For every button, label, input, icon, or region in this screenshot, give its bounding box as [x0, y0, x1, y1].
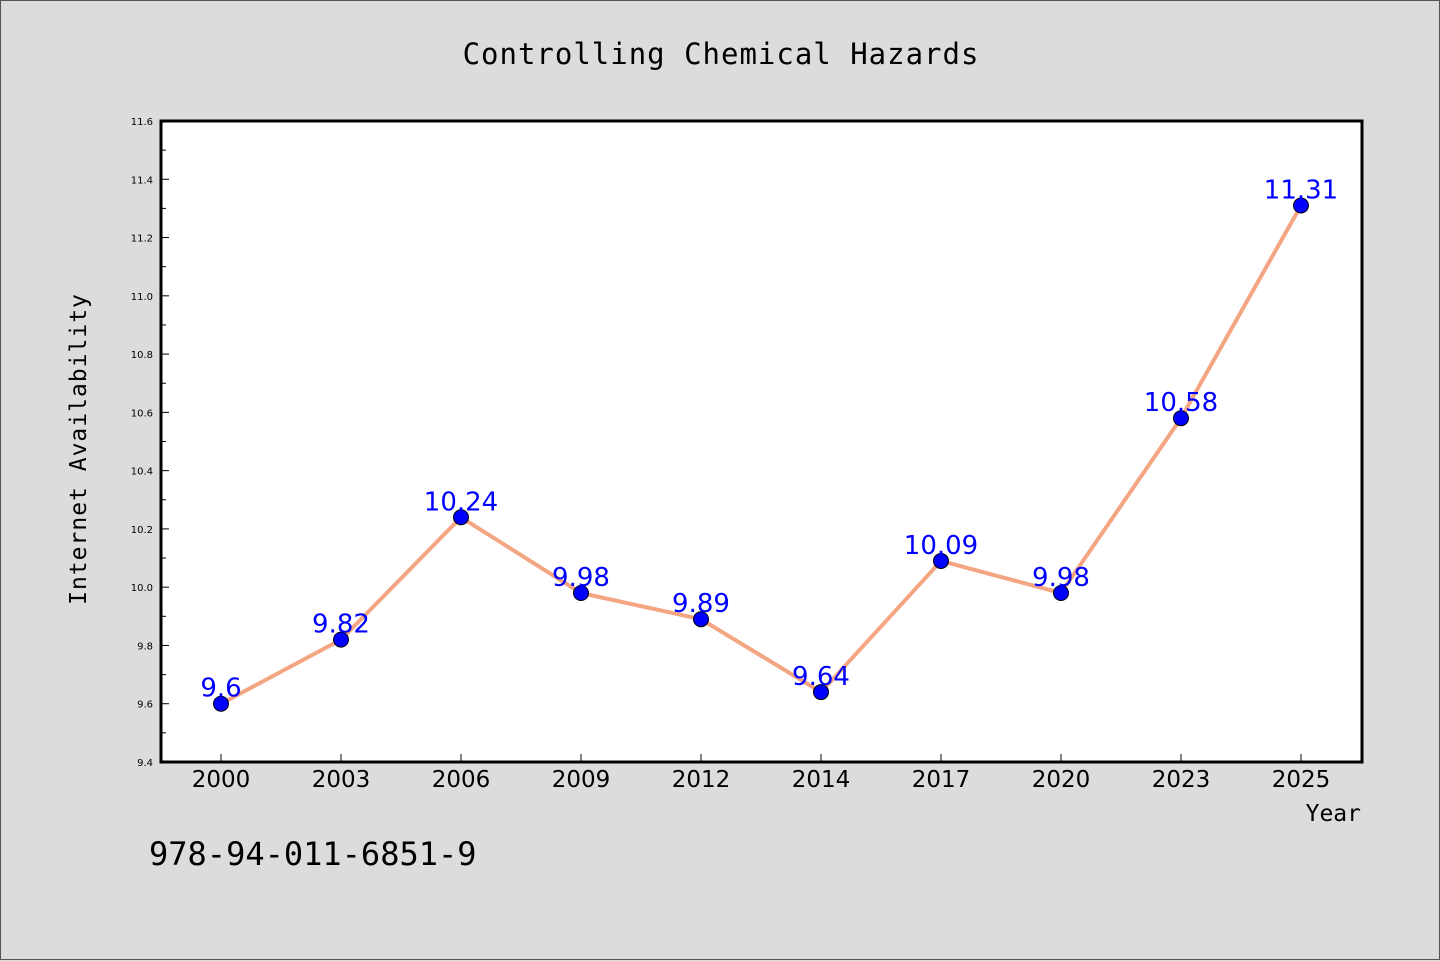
- series-line: [219, 203, 1303, 706]
- data-point: [1053, 585, 1069, 602]
- x-axis-title: Year: [1306, 801, 1361, 827]
- data-point: [933, 552, 949, 569]
- data-point: [813, 684, 829, 701]
- series-line-group: [219, 203, 1303, 706]
- x-axis: 2000 2003 2006 2009 2012 2014 2017 2020 2023 2025: [192, 754, 1331, 793]
- plot-area: 9.4 9.6 9.8 10.0 10.2 10.4 10.6 10.8 11.0 11.2 11.…: [131, 117, 1364, 793]
- data-label: 9.98: [1032, 563, 1090, 593]
- y-tick-label: 9.6: [137, 700, 153, 711]
- x-tick-label: 2009: [552, 767, 611, 793]
- data-labels: 9.6 9.82 10.24 9.98 9.89 9.64 10.09 9.98 10.58 11…: [200, 175, 1338, 703]
- y-tick-label: 10.4: [131, 467, 153, 478]
- y-tick-label: 10.2: [131, 525, 153, 536]
- x-tick-label: 2020: [1032, 767, 1091, 793]
- data-label: 9.64: [792, 662, 850, 692]
- y-tick-label: 11.4: [131, 175, 153, 186]
- data-label: 9.89: [672, 589, 730, 619]
- data-label: 9.82: [312, 610, 370, 640]
- x-tick-label: 2025: [1272, 767, 1331, 793]
- data-label: 11.31: [1264, 175, 1338, 205]
- y-tick-label: 10.0: [131, 583, 153, 594]
- x-tick-label: 2000: [192, 767, 251, 793]
- data-label: 10.58: [1144, 388, 1218, 418]
- x-tick-label: 2023: [1152, 767, 1211, 793]
- x-tick-label: 2017: [912, 767, 971, 793]
- data-label: 9.6: [200, 674, 241, 704]
- y-tick-label: 11.6: [131, 117, 153, 128]
- y-axis-title: Internet Availability: [66, 293, 92, 605]
- data-label: 10.09: [904, 531, 978, 561]
- data-label: 9.98: [552, 563, 610, 593]
- data-point: [1293, 197, 1309, 214]
- data-markers: [213, 197, 1309, 712]
- y-tick-label: 11.0: [131, 292, 153, 303]
- x-tick-label: 2012: [672, 767, 731, 793]
- data-point: [573, 585, 589, 602]
- data-point: [453, 509, 469, 526]
- y-tick-label: 9.8: [137, 641, 153, 652]
- plot-background: [159, 119, 1364, 764]
- x-tick-label: 2003: [312, 767, 371, 793]
- y-tick-label: 11.2: [131, 234, 153, 245]
- data-point: [213, 695, 229, 712]
- y-tick-label: 10.8: [131, 350, 153, 361]
- y-tick-label: 10.6: [131, 408, 153, 419]
- data-point: [333, 631, 349, 648]
- x-tick-label: 2006: [432, 767, 491, 793]
- y-axis: 9.4 9.6 9.8 10.0 10.2 10.4 10.6 10.8 11.0 11.2 11.…: [131, 117, 169, 769]
- y-tick-label: 9.4: [137, 758, 153, 769]
- data-point: [1173, 410, 1189, 427]
- data-point: [693, 611, 709, 628]
- isbn-number: 978-94-011-6851-9: [149, 835, 477, 873]
- x-tick-label: 2014: [792, 767, 851, 793]
- chart-title: Controlling Chemical Hazards: [463, 37, 980, 71]
- data-label: 10.24: [424, 487, 498, 517]
